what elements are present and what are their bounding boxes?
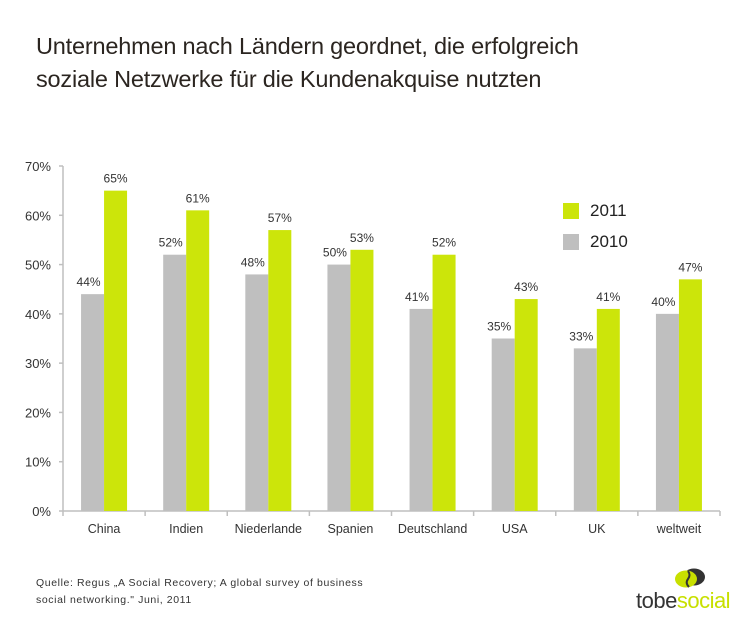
bar-2011 [104,190,128,511]
x-tick-label: USA [502,522,528,536]
bar-2010 [491,338,515,511]
source-note: Quelle: Regus „A Social Recovery; A glob… [36,575,363,609]
data-labels: 44% 52% 48% 50% 41% 35% 33% 40% 65% 61% 57% 53% 52% 4… [77,172,703,344]
logo-text-social: social [676,588,731,613]
y-tick-label: 60% [25,208,51,223]
legend-swatch-2010 [563,233,579,250]
bar-2011 [186,210,210,511]
data-label-2010: 44% [77,275,101,289]
bar-2011 [432,254,456,511]
x-tick-label: Spanien [328,522,374,536]
data-label-2011: 52% [432,236,456,250]
data-label-2011: 47% [678,260,702,274]
data-label-2011: 41% [596,290,620,304]
speech-bubbles-icon [675,568,705,588]
bar-2011 [350,249,374,512]
bar-2011 [596,308,620,511]
bar-2010 [409,308,433,511]
bar-2010 [81,294,105,511]
data-label-2010: 40% [651,295,675,309]
x-tick-label: weltweit [656,522,702,536]
legend-label-2011: 2011 [590,200,627,220]
x-tick-label: UK [588,522,606,536]
data-label-2010: 50% [323,246,347,260]
data-label-2010: 48% [241,255,265,269]
y-tick-label: 10% [25,455,51,470]
y-tick-label: 50% [25,258,51,273]
data-label-2011: 53% [350,231,374,245]
data-label-2011: 43% [514,280,538,294]
data-label-2010: 35% [487,320,511,334]
logo-text: tobesocial [636,588,731,614]
legend: 2011 2010 [563,195,628,257]
data-label-2011: 57% [268,211,292,225]
bar-2010 [573,348,597,511]
data-label-2010: 52% [159,236,183,250]
data-label-2010: 41% [405,290,429,304]
bars [81,190,702,512]
bar-2010 [655,313,679,511]
y-tick-label: 70% [25,159,51,174]
data-label-2011: 65% [104,172,128,186]
data-label-2011: 61% [186,191,210,205]
x-tick-label: Deutschland [398,522,468,536]
bar-2011 [268,230,292,512]
x-tick-label: Indien [169,522,203,536]
chart-title-line-1: Unternehmen nach Ländern geordnet, die e… [36,33,579,59]
source-line-1: Quelle: Regus „A Social Recovery; A glob… [36,577,364,589]
bar-2011 [678,279,702,511]
legend-item-2011: 2011 [563,195,628,226]
bar-2010 [163,254,187,511]
chart-title: Unternehmen nach Ländern geordnet, die e… [36,30,736,96]
y-tick-label: 30% [25,356,51,371]
bar-2011 [514,299,538,511]
source-line-2: social networking." Juni, 2011 [36,594,192,606]
axes: 0% 10% 20% 30% 40% 50% 60% 70% China Indien Nieder… [25,159,721,536]
tobesocial-logo: tobesocial [636,568,746,620]
y-tick-label: 20% [25,405,51,420]
y-tick-label: 0% [32,504,51,519]
bar-2010 [245,274,269,511]
bar-2010 [327,264,351,511]
chart-title-line-2: soziale Netzwerke für die Kundenakquise … [36,66,542,92]
data-label-2010: 33% [569,329,593,343]
y-tick-label: 40% [25,307,51,322]
x-tick-label: China [88,522,121,536]
x-tick-label: Niederlande [235,522,302,536]
legend-label-2010: 2010 [590,231,628,251]
legend-swatch-2011 [563,202,579,219]
logo-text-tobe: tobe [636,588,677,613]
legend-item-2010: 2010 [563,226,628,257]
